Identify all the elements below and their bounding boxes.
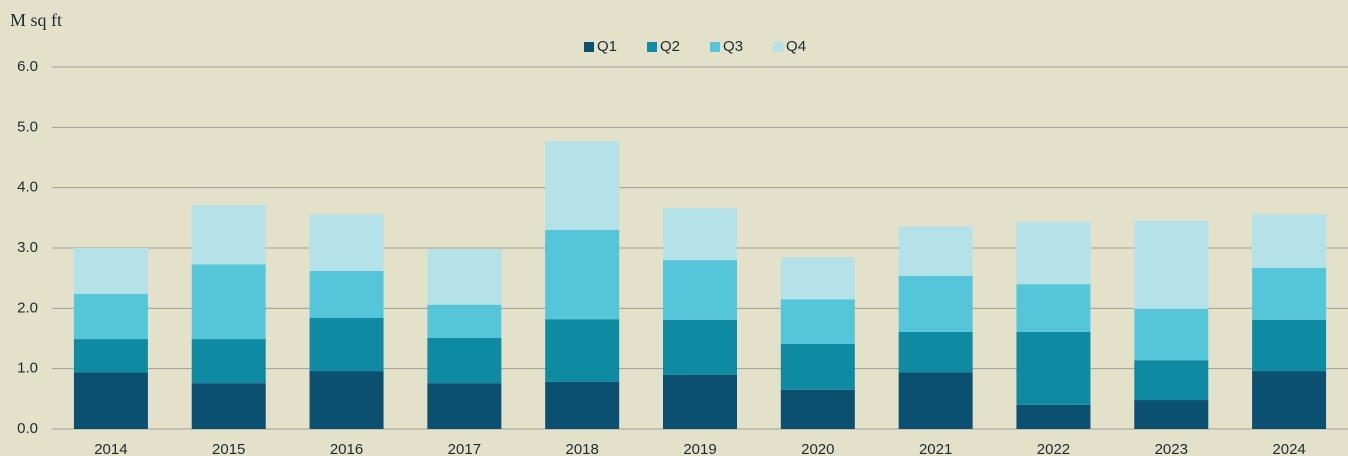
x-tick-label: 2015 <box>212 441 245 456</box>
bar-segment <box>545 229 620 320</box>
bar-segment <box>898 331 973 373</box>
bar-segment <box>1134 360 1209 401</box>
legend-label: Q4 <box>786 38 806 55</box>
y-tick-label: 4.0 <box>17 179 38 196</box>
bar-segment <box>780 389 855 429</box>
x-tick-label: 2016 <box>330 441 363 456</box>
x-tick-label: 2024 <box>1272 441 1305 456</box>
bar-segment <box>73 372 148 429</box>
bar-segment <box>309 317 384 372</box>
x-tick-label: 2017 <box>448 441 481 456</box>
bar-segment <box>1134 308 1209 361</box>
y-tick-label: 6.0 <box>17 58 38 75</box>
x-tick-label: 2022 <box>1037 441 1070 456</box>
bar-segment <box>1016 404 1091 429</box>
legend-swatch <box>773 42 784 52</box>
y-tick-label: 2.0 <box>17 299 38 316</box>
y-tick-label: 5.0 <box>17 118 38 135</box>
bar-segment <box>309 371 384 429</box>
bar-segment <box>663 208 737 261</box>
bar-segment <box>427 383 502 429</box>
legend-label: Q3 <box>723 38 743 55</box>
bar-segment <box>191 264 266 340</box>
bar-segment <box>898 372 973 429</box>
y-tick-label: 1.0 <box>17 360 38 377</box>
bar-segment <box>191 383 266 429</box>
bar-segment <box>1016 222 1091 285</box>
y-axis-label: M sq ft <box>10 10 62 30</box>
bar-segment <box>780 257 855 300</box>
bar-segment <box>309 214 384 271</box>
bar-segment <box>1252 214 1327 268</box>
bar-segment <box>780 299 855 344</box>
bar-segment <box>1016 331 1091 405</box>
x-tick-label: 2021 <box>919 441 952 456</box>
bar-segment <box>427 337 502 384</box>
bar-segment <box>780 343 855 390</box>
bar-segment <box>1252 319 1327 372</box>
x-tick-label: 2018 <box>565 441 598 456</box>
bar-segment <box>898 226 973 276</box>
legend-label: Q1 <box>597 38 617 55</box>
bar-segment <box>73 339 148 373</box>
bar-segment <box>427 304 502 338</box>
y-tick-label: 0.0 <box>17 420 38 437</box>
bar-segment <box>73 248 148 294</box>
bar-segment <box>73 293 148 340</box>
x-tick-label: 2023 <box>1155 441 1188 456</box>
legend-swatch <box>584 42 594 52</box>
bar-segment <box>1252 371 1327 429</box>
bar-segment <box>545 319 620 382</box>
bar-segment <box>1134 400 1209 429</box>
x-tick-label: 2020 <box>801 441 834 456</box>
x-tick-label: 2014 <box>94 441 127 456</box>
bar-segment <box>1134 220 1209 309</box>
bar-segment <box>1016 284 1091 332</box>
bar-segment <box>663 260 737 320</box>
bar-segment <box>309 270 384 318</box>
bar-segment <box>1252 267 1327 320</box>
legend-label: Q2 <box>660 38 680 55</box>
legend-swatch <box>710 42 721 52</box>
bar-segment <box>663 319 737 375</box>
bar-segment <box>191 339 266 384</box>
x-tick-label: 2019 <box>683 441 716 456</box>
bar-segment <box>191 205 266 265</box>
bar-segment <box>898 275 973 332</box>
bar-segment <box>663 374 737 429</box>
bar-segment <box>545 381 620 429</box>
bar-segment <box>545 141 620 230</box>
legend-swatch <box>647 42 658 52</box>
y-tick-label: 3.0 <box>17 239 38 256</box>
bar-segment <box>427 249 502 305</box>
